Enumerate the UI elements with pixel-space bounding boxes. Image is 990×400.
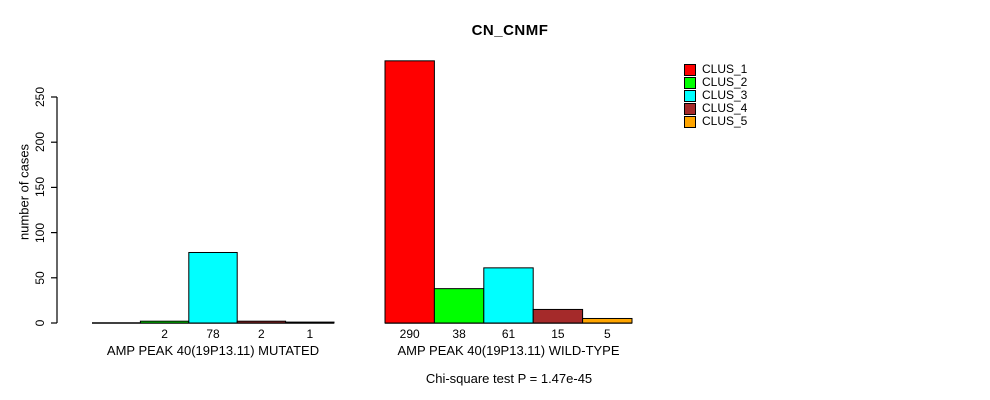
chi-square-note: Chi-square test P = 1.47e-45	[425, 371, 593, 386]
legend-item: CLUS_1	[684, 63, 747, 76]
bar-value-label: 5	[603, 327, 611, 341]
bar-value-label: 38	[452, 327, 466, 341]
bar-value-label: 2	[161, 327, 168, 341]
chart-title: CN_CNMF	[471, 22, 549, 39]
bar-clus_3	[483, 267, 534, 324]
y-tick-label: 150	[33, 177, 47, 198]
legend-label: CLUS_4	[702, 101, 748, 115]
bar-value-label: 15	[551, 327, 565, 341]
legend-swatch	[684, 63, 696, 76]
legend-label: CLUS_2	[702, 75, 748, 89]
legend-item: CLUS_5	[684, 115, 747, 128]
bar-clus_2	[433, 288, 485, 324]
bar-clus_5	[582, 317, 633, 324]
y-tick-label: 50	[33, 271, 47, 285]
x-group-label: AMP PEAK 40(19P13.11) WILD-TYPE	[397, 343, 620, 358]
legend-swatch	[684, 102, 696, 115]
bar-value-label: 1	[306, 327, 314, 341]
legend-item: CLUS_3	[684, 89, 747, 102]
y-tick-label: 100	[33, 222, 47, 243]
legend-swatch	[684, 76, 696, 89]
bar-value-label: 2	[258, 327, 265, 341]
bar-clus_5	[285, 321, 335, 324]
legend: CLUS_1 CLUS_2 CLUS_3 CLUS_4 CLUS_5	[684, 63, 747, 128]
bar-clus_2	[139, 320, 190, 324]
legend-label: CLUS_1	[702, 62, 748, 76]
y-tick-label: 250	[33, 86, 47, 108]
bar-clus_1	[384, 60, 435, 324]
bar-value-label: 61	[501, 327, 516, 341]
bar-value-label: 78	[206, 327, 220, 341]
legend-label: CLUS_5	[702, 114, 748, 128]
y-tick-label: 200	[33, 132, 47, 153]
legend-item: CLUS_4	[684, 102, 747, 115]
legend-swatch	[684, 89, 696, 102]
bar-clus_4	[532, 308, 584, 324]
legend-swatch	[684, 115, 696, 128]
bar-clus_3	[188, 251, 238, 324]
bar-clus_4	[236, 320, 287, 324]
bar-value-label: 290	[399, 327, 420, 341]
legend-label: CLUS_3	[702, 88, 748, 102]
legend-item: CLUS_2	[684, 76, 747, 89]
y-tick-label: 0	[33, 319, 47, 327]
x-group-label: AMP PEAK 40(19P13.11) MUTATED	[106, 343, 320, 358]
